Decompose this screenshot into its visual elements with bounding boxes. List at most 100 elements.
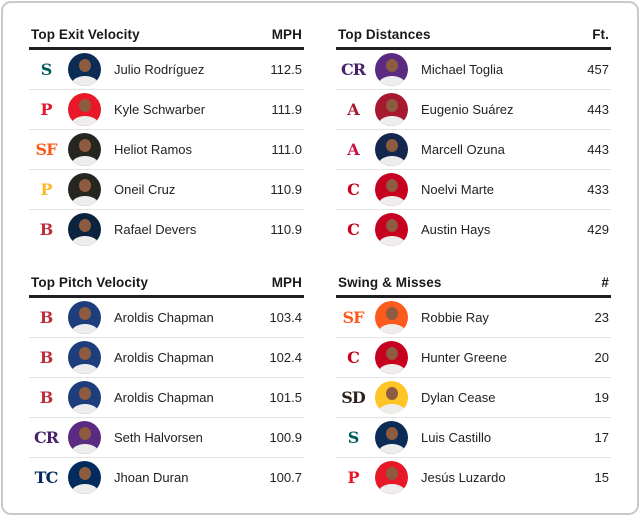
team-logo-icon: B bbox=[39, 348, 54, 367]
player-avatar bbox=[375, 213, 408, 246]
team-logo-icon: B bbox=[39, 220, 54, 239]
leaderboard-row[interactable]: CR Seth Halvorsen 100.9 bbox=[29, 418, 304, 458]
leaderboard-row[interactable]: TC Jhoan Duran 100.7 bbox=[29, 458, 304, 497]
panel-top-distances: Top Distances Ft. CR Michael Toglia 457 … bbox=[336, 25, 611, 249]
player-avatar bbox=[375, 381, 408, 414]
team-logo-icon: SF bbox=[35, 140, 58, 159]
leaderboard-row[interactable]: SD Dylan Cease 19 bbox=[336, 378, 611, 418]
player-name: Marcell Ozuna bbox=[421, 142, 505, 157]
player-name: Julio Rodríguez bbox=[114, 62, 205, 77]
stat-value: 102.4 bbox=[269, 350, 302, 365]
leaderboard-row[interactable]: B Rafael Devers 110.9 bbox=[29, 210, 304, 249]
player-avatar bbox=[68, 173, 101, 206]
team-logo-icon: TC bbox=[34, 468, 59, 487]
player-avatar bbox=[68, 461, 101, 494]
player-name: Michael Toglia bbox=[421, 62, 504, 77]
player-avatar bbox=[375, 341, 408, 374]
panel-title: Top Exit Velocity bbox=[31, 27, 140, 42]
player-name: Robbie Ray bbox=[421, 310, 489, 325]
leaderboard-row[interactable]: S Luis Castillo 17 bbox=[336, 418, 611, 458]
player-avatar bbox=[375, 301, 408, 334]
player-name: Kyle Schwarber bbox=[114, 102, 206, 117]
stat-value: 23 bbox=[594, 310, 609, 325]
leaderboard-row[interactable]: B Aroldis Chapman 102.4 bbox=[29, 338, 304, 378]
stat-value: 17 bbox=[594, 430, 609, 445]
panel-unit-label: Ft. bbox=[592, 27, 609, 42]
player-avatar bbox=[68, 301, 101, 334]
stat-value: 457 bbox=[587, 62, 609, 77]
panel-unit-label: MPH bbox=[271, 275, 302, 290]
leaderboard-row[interactable]: P Kyle Schwarber 111.9 bbox=[29, 90, 304, 130]
stat-value: 15 bbox=[594, 470, 609, 485]
team-logo-icon: C bbox=[347, 180, 360, 199]
team-logo-icon: CR bbox=[340, 60, 366, 79]
team-logo-icon: B bbox=[39, 308, 54, 327]
stat-value: 111.9 bbox=[271, 102, 302, 117]
panel-unit-label: # bbox=[601, 275, 609, 290]
leaderboard-row[interactable]: A Marcell Ozuna 443 bbox=[336, 130, 611, 170]
team-logo-icon: P bbox=[40, 100, 52, 119]
leaderboard-row[interactable]: SF Robbie Ray 23 bbox=[336, 298, 611, 338]
team-logo-icon: P bbox=[40, 180, 52, 199]
player-avatar bbox=[68, 341, 101, 374]
team-logo-icon: SD bbox=[341, 388, 365, 407]
stat-value: 20 bbox=[594, 350, 609, 365]
panel-header: Top Distances Ft. bbox=[336, 25, 611, 50]
player-name: Dylan Cease bbox=[421, 390, 496, 405]
team-logo-icon: SF bbox=[342, 308, 365, 327]
leaderboard-row[interactable]: SF Heliot Ramos 111.0 bbox=[29, 130, 304, 170]
team-logo-icon: S bbox=[40, 60, 53, 79]
player-name: Eugenio Suárez bbox=[421, 102, 514, 117]
leaderboard-row[interactable]: P Jesús Luzardo 15 bbox=[336, 458, 611, 497]
panel-title: Top Distances bbox=[338, 27, 431, 42]
player-name: Rafael Devers bbox=[114, 222, 197, 237]
panel-header: Swing & Misses # bbox=[336, 273, 611, 298]
team-logo-icon: A bbox=[347, 140, 359, 159]
leaderboard-row[interactable]: B Aroldis Chapman 103.4 bbox=[29, 298, 304, 338]
player-name: Aroldis Chapman bbox=[114, 350, 214, 365]
player-avatar bbox=[375, 53, 408, 86]
team-logo-icon: C bbox=[347, 348, 360, 367]
player-avatar bbox=[375, 93, 408, 126]
player-avatar bbox=[68, 381, 101, 414]
team-logo-icon: CR bbox=[33, 428, 59, 447]
player-avatar bbox=[68, 93, 101, 126]
panel-title: Swing & Misses bbox=[338, 275, 442, 290]
player-avatar bbox=[375, 133, 408, 166]
leaderboard-row[interactable]: C Hunter Greene 20 bbox=[336, 338, 611, 378]
panel-unit-label: MPH bbox=[271, 27, 302, 42]
panel-title: Top Pitch Velocity bbox=[31, 275, 149, 290]
stat-value: 429 bbox=[587, 222, 609, 237]
stat-value: 19 bbox=[594, 390, 609, 405]
player-avatar bbox=[68, 421, 101, 454]
leaderboard-row[interactable]: C Austin Hays 429 bbox=[336, 210, 611, 249]
player-avatar bbox=[68, 133, 101, 166]
team-logo-icon: A bbox=[347, 100, 359, 119]
leaderboard-row[interactable]: CR Michael Toglia 457 bbox=[336, 50, 611, 90]
leaderboards-grid: Top Exit Velocity MPH S Julio Rodríguez … bbox=[29, 25, 611, 497]
leaderboard-row[interactable]: A Eugenio Suárez 443 bbox=[336, 90, 611, 130]
stat-value: 101.5 bbox=[269, 390, 302, 405]
leaderboard-row[interactable]: S Julio Rodríguez 112.5 bbox=[29, 50, 304, 90]
player-avatar bbox=[68, 213, 101, 246]
player-avatar bbox=[375, 461, 408, 494]
player-name: Aroldis Chapman bbox=[114, 310, 214, 325]
leaderboard-row[interactable]: C Noelvi Marte 433 bbox=[336, 170, 611, 210]
panel-header: Top Pitch Velocity MPH bbox=[29, 273, 304, 298]
panel-swing-and-misses: Swing & Misses # SF Robbie Ray 23 C Hunt… bbox=[336, 273, 611, 497]
team-logo-icon: S bbox=[347, 428, 360, 447]
stat-value: 110.9 bbox=[270, 182, 302, 197]
stat-value: 110.9 bbox=[270, 222, 302, 237]
player-name: Heliot Ramos bbox=[114, 142, 193, 157]
leaderboard-row[interactable]: B Aroldis Chapman 101.5 bbox=[29, 378, 304, 418]
player-name: Jhoan Duran bbox=[114, 470, 189, 485]
stat-value: 100.7 bbox=[269, 470, 302, 485]
stat-value: 443 bbox=[587, 142, 609, 157]
stat-value: 433 bbox=[587, 182, 609, 197]
team-logo-icon: C bbox=[347, 220, 360, 239]
stat-value: 111.0 bbox=[271, 142, 302, 157]
team-logo-icon: P bbox=[347, 468, 359, 487]
player-avatar bbox=[375, 421, 408, 454]
leaderboard-row[interactable]: P Oneil Cruz 110.9 bbox=[29, 170, 304, 210]
